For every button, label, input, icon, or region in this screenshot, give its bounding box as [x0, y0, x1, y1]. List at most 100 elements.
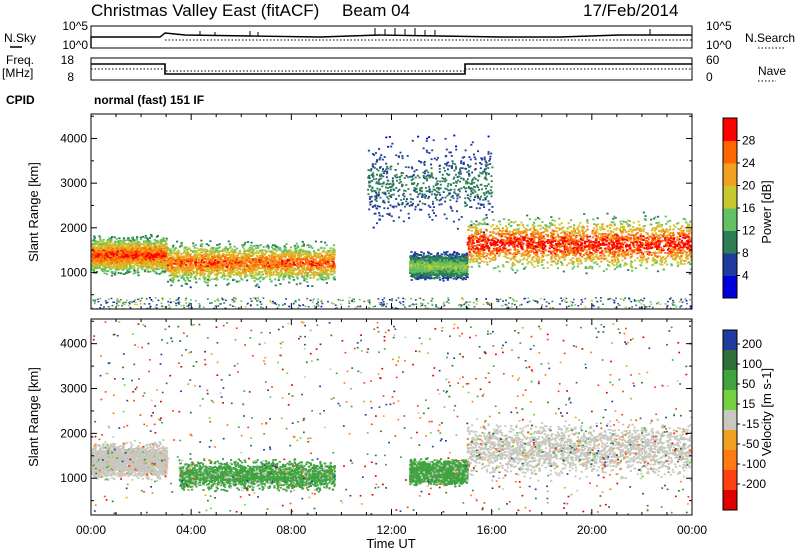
power-cell [217, 253, 220, 256]
power-cell [216, 262, 219, 265]
power-cell [290, 266, 293, 269]
power-cell [97, 249, 101, 252]
power-cell [129, 239, 132, 242]
power-cell [148, 266, 151, 269]
power-cell [331, 256, 334, 258]
power-cell [201, 259, 204, 261]
power-cell [115, 254, 119, 256]
power-cell [188, 265, 191, 268]
power-cell [254, 273, 257, 276]
power-cell [174, 275, 177, 278]
power-cell [249, 259, 252, 262]
power-cell [242, 252, 245, 255]
power-cell [316, 267, 319, 269]
power-cell [304, 270, 308, 273]
power-cell [244, 241, 247, 244]
power-cell [202, 273, 205, 276]
power-cell [91, 250, 94, 253]
power-cell [101, 241, 104, 243]
power-cell [292, 253, 295, 255]
power-cell [301, 250, 305, 253]
power-cell [325, 278, 328, 281]
power-cell [231, 249, 234, 252]
power-cell [296, 272, 299, 274]
power-cell [137, 267, 140, 270]
power-cell [181, 266, 184, 269]
power-cell [238, 280, 241, 283]
power-cell [317, 249, 320, 251]
power-cell [145, 256, 148, 259]
power-cell [135, 249, 138, 252]
power-cell [309, 252, 312, 255]
power-cell [187, 248, 191, 251]
power-cell [92, 270, 96, 273]
power-cell [203, 278, 206, 281]
power-cell [292, 270, 295, 273]
power-cell [272, 261, 275, 263]
power-cell [187, 265, 190, 268]
power-cell [329, 269, 332, 272]
power-cell [288, 255, 291, 258]
power-cell [142, 251, 145, 254]
power-cell [298, 261, 301, 264]
power-cell [214, 247, 217, 250]
power-cell [142, 240, 145, 243]
power-cell [170, 252, 173, 255]
power-cell [265, 259, 268, 262]
power-cell [241, 268, 245, 271]
power-cell [145, 247, 148, 250]
power-cell [198, 252, 201, 255]
power-cell [213, 278, 216, 280]
power-cell [156, 257, 159, 260]
power-cell [193, 256, 196, 259]
power-cell [154, 253, 157, 256]
power-cell [124, 254, 127, 257]
power-cell [247, 249, 250, 252]
power-cell [160, 271, 163, 274]
power-cell [168, 274, 171, 277]
power-cell [106, 239, 110, 241]
power-cell [96, 255, 99, 257]
power-cell [305, 258, 308, 261]
power-cell [223, 264, 226, 267]
power-cell [233, 264, 236, 267]
power-cell [279, 269, 282, 272]
power-cell [326, 251, 329, 254]
power-cell [98, 260, 101, 263]
power-cell [214, 273, 217, 276]
power-cell [157, 258, 161, 261]
power-cell [277, 272, 280, 274]
power-cell [98, 246, 101, 249]
power-cell [92, 253, 96, 255]
power-cell [190, 263, 193, 266]
power-cell [296, 245, 299, 247]
power-cell [189, 264, 192, 267]
freq-panel-traces [91, 63, 692, 75]
power-cell [109, 245, 112, 248]
power-cell [166, 260, 169, 263]
power-cell [288, 260, 291, 263]
power-cell [306, 266, 309, 269]
power-cell [212, 247, 215, 249]
power-cell [150, 235, 153, 238]
power-cell [299, 249, 302, 251]
power-cell [181, 271, 184, 274]
power-cell [196, 272, 199, 274]
power-cell [232, 268, 235, 270]
power-cell [218, 251, 221, 253]
power-cell [237, 259, 240, 262]
power-cell [186, 257, 189, 260]
power-cell [134, 260, 137, 263]
power-cell [146, 255, 149, 258]
power-cell [152, 251, 156, 254]
power-cell [180, 259, 183, 261]
power-cell [99, 240, 102, 242]
power-cell [181, 260, 184, 263]
power-cell [208, 261, 211, 264]
power-cell [310, 254, 313, 257]
power-cell [286, 250, 289, 253]
power-cell [200, 245, 203, 248]
power-cell [332, 263, 335, 265]
power-cell [154, 246, 157, 249]
power-cell [263, 259, 266, 262]
